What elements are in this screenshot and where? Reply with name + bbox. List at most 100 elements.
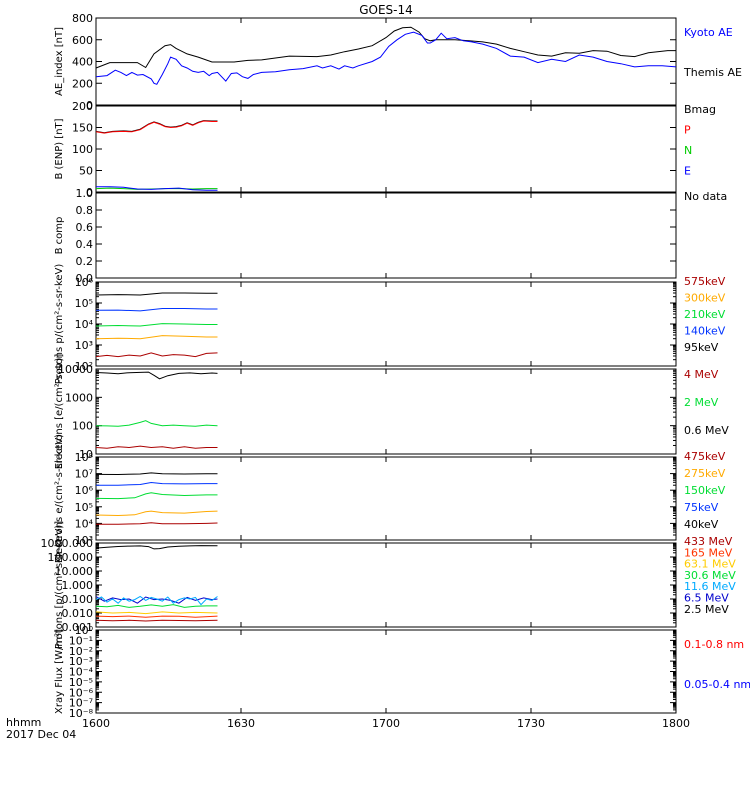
y-tick-label: 150 (72, 122, 93, 135)
x-tick-label: 1700 (372, 717, 400, 730)
legend-entry: N (684, 144, 692, 157)
y-tick-label: 0 (86, 99, 93, 112)
legend-entry: 140keV (684, 325, 726, 338)
y-axis-label: Protons p/(cm²-s-sr-keV) (54, 264, 65, 385)
y-tick-label: 0.2 (76, 255, 94, 268)
y-tick-label: 200 (72, 77, 93, 90)
y-tick-label: 10⁻¹ (69, 634, 93, 647)
y-tick-label: 100 (72, 420, 93, 433)
y-tick-label: 10⁻² (69, 645, 93, 658)
legend-entry: 6.5 MeV (684, 592, 729, 605)
y-tick-label: 10⁸ (75, 451, 94, 464)
series-line-275kev (95, 510, 218, 517)
legend-entry: 300keV (684, 292, 726, 305)
y-tick-label: 0.4 (76, 238, 94, 251)
y-tick-label: 10 (79, 448, 93, 461)
y-tick-label: 10⁴ (75, 517, 94, 530)
y-tick-label: 10⁴ (75, 318, 94, 331)
x-tick-label: 1630 (227, 717, 255, 730)
panel-frame (95, 629, 677, 714)
x-tick-label: 1600 (82, 717, 110, 730)
legend-entry: 165 MeV (684, 546, 733, 559)
y-tick-label: 10⁶ (75, 276, 94, 289)
series-line-165-mev (95, 615, 218, 618)
y-tick-label: 10⁻³ (69, 655, 93, 668)
series-line-kyoto-ae (95, 31, 677, 85)
y-tick-label: 0.001 (62, 621, 94, 634)
y-tick-label: 10⁻⁷ (69, 697, 93, 710)
series-line-475kev (96, 522, 218, 525)
y-axis-label: B comp (54, 217, 65, 255)
legend-entry: 30.6 MeV (684, 569, 736, 582)
legend-entry: 95keV (684, 341, 719, 354)
y-tick-label: 600 (72, 34, 93, 47)
y-axis-label: Electrons [e/(cm²-s-sr)] (54, 354, 65, 470)
legend-entry: 275keV (684, 467, 726, 480)
x-tick-label: 1730 (517, 717, 545, 730)
y-tick-label: 10.000 (55, 565, 94, 578)
y-axis-label: AE_index [nT] (54, 27, 65, 96)
panel-frame (95, 368, 677, 455)
legend-entry: 0.6 MeV (684, 424, 729, 437)
chart-title: GOES-14 (359, 3, 413, 17)
y-tick-label: 1.000 (62, 579, 94, 592)
legend-entry: 4 MeV (684, 368, 719, 381)
series-line-2-mev (95, 420, 218, 427)
y-tick-label: 10000 (58, 363, 93, 376)
time-axis-label: hhmm (6, 716, 41, 729)
series-line-e (96, 186, 218, 191)
panel-4: 10² 10³ 10⁴ 10⁵ 10⁶ Protons p/(cm²-s-sr-keV) 5… (54, 264, 726, 385)
y-tick-label: 10⁻⁴ (69, 666, 94, 679)
y-tick-label: 1000 (65, 391, 93, 404)
y-tick-label: 10⁻⁶ (69, 686, 94, 699)
legend-entry: 40keV (684, 518, 719, 531)
time-axis: hhmm 2017 Dec 04 1600 1630 1700 1730 1800 (6, 716, 690, 741)
x-tick-label: 1800 (662, 717, 690, 730)
y-tick-label: 100.000 (48, 551, 94, 564)
series-line-300kev (95, 335, 218, 340)
y-axis-label: Protons [p/(cm²-s-sr-keV)] (54, 521, 65, 649)
y-tick-label: 10⁵ (75, 297, 93, 310)
y-tick-label: 50 (79, 165, 93, 178)
legend-entry: 2 MeV (684, 396, 719, 409)
panel-frame (95, 542, 677, 628)
series-line-11-6-mev (95, 595, 218, 606)
legend-entry: 575keV (684, 275, 726, 288)
legend-entry: 75keV (684, 501, 719, 514)
series-line-0-6-mev (95, 371, 218, 380)
panel-frame (95, 456, 677, 541)
legend-entry: 63.1 MeV (684, 558, 736, 571)
y-tick-label: 10³ (75, 534, 93, 547)
panel-frame (95, 105, 677, 193)
y-tick-label: 0.0 (76, 272, 94, 285)
y-tick-label: 10² (75, 360, 93, 373)
legend-entry: 0.05-0.4 nm (684, 678, 750, 691)
series-line-40kev (95, 472, 218, 476)
y-tick-label: 10⁻⁵ (69, 676, 93, 689)
panel-2: 0 50 100 150 200 B (ENP) [nT] Bmag PNE (54, 100, 716, 199)
series-line-433-mev (95, 619, 218, 622)
panel-frame (95, 17, 677, 106)
y-tick-label: 0.010 (62, 607, 94, 620)
y-tick-label: 10⁰ (75, 624, 94, 637)
series-line-4-mev (95, 445, 218, 449)
legend-entry: No data (684, 190, 727, 203)
y-tick-label: 0.6 (76, 221, 94, 234)
y-tick-label: 100 (72, 143, 93, 156)
series-line-75kev (96, 481, 218, 486)
series-line-150kev (95, 492, 218, 500)
panel-6: 10³ 10⁴ 10⁵ 10⁶ 10⁷ 10⁸ Electrons e/(cm²-s-sr-… (54, 434, 726, 563)
legend-entry: Kyoto AE (684, 26, 733, 39)
series-line-themis-ae (95, 26, 676, 69)
legend-entry: 11.6 MeV (684, 580, 736, 593)
y-tick-label: 800 (72, 12, 93, 25)
panel-3: 0.0 0.2 0.4 0.6 0.8 1.0 B comp No data (54, 187, 727, 285)
series-line-p (95, 120, 218, 134)
y-tick-label: 1.0 (76, 187, 94, 200)
y-axis-label: Electrons e/(cm²-s-sr-keV) (54, 434, 65, 563)
y-tick-label: 10⁶ (75, 484, 94, 497)
